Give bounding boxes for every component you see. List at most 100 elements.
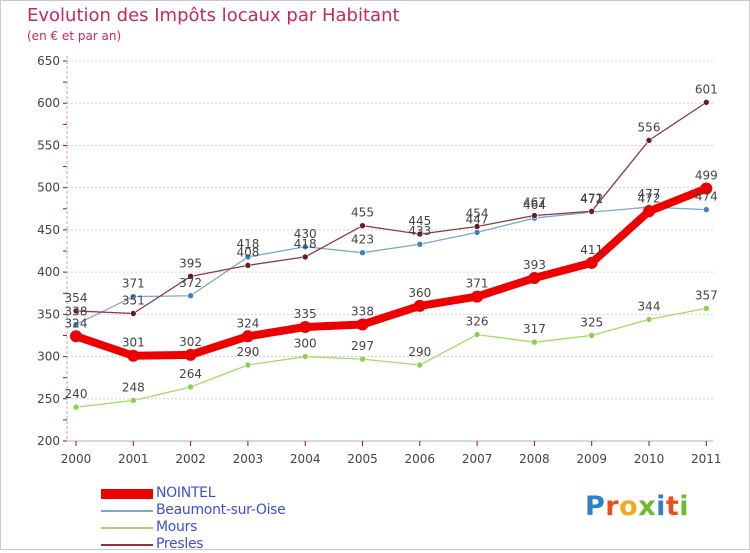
data-label-mours: 325 [580,315,603,329]
data-point-nointel [184,348,197,361]
data-label-mours: 317 [523,322,546,336]
data-label-presles: 351 [122,293,145,307]
legend-label-presles: Presles [156,536,204,552]
legend-item-beaumont: Beaumont-sur-Oise [101,502,361,519]
data-point-nointel [70,330,82,343]
series-line-presles [75,101,707,315]
data-label-presles: 472 [580,191,603,205]
data-point-beaumont-sur-oise [702,206,710,213]
data-point-mours [702,305,710,312]
legend-swatch-mours [101,527,153,529]
data-label-nointel: 324 [65,316,88,330]
data-label-beaumont-sur-oise: 471 [580,192,603,206]
data-point-beaumont-sur-oise [473,229,481,236]
data-point-mours [645,316,653,323]
data-label-presles: 354 [65,291,88,305]
data-label-presles: 395 [179,256,202,270]
data-point-mours [72,403,80,411]
y-tick-label: 250 [37,392,60,406]
data-point-nointel [241,330,254,343]
series-line-mours [75,307,707,408]
data-point-beaumont-sur-oise [301,243,309,251]
data-point-presles [531,212,538,219]
data-point-nointel [643,205,655,218]
data-label-mours: 240 [65,387,88,401]
x-tick-label: 2011 [691,452,722,466]
x-tick-label: 2002 [175,452,206,466]
data-label-mours: 326 [466,315,489,329]
data-label-mours: 248 [122,380,145,394]
data-point-beaumont-sur-oise [130,293,137,300]
data-label-nointel: 301 [122,336,145,350]
data-point-nointel [700,182,713,195]
data-label-nointel: 335 [294,307,317,321]
logo-letter: t [665,491,680,522]
logo-letter: o [619,491,639,522]
data-point-mours [130,397,137,404]
data-point-mours [473,331,481,338]
data-point-mours [187,383,194,391]
data-point-presles [72,307,80,315]
data-point-beaumont-sur-oise [244,253,252,261]
data-point-mours [301,353,309,360]
data-label-beaumont-sur-oise: 433 [408,224,431,238]
legend-swatch-presles [101,544,153,546]
data-label-nointel: 411 [580,243,603,257]
y-tick-label: 200 [37,434,60,448]
data-point-mours [416,361,424,369]
data-label-beaumont-sur-oise: 338 [65,304,88,318]
x-tick-label: 2007 [462,452,493,466]
y-tick-label: 550 [37,138,60,152]
legend-swatch-nointel [101,489,153,499]
legend-item-presles: Presles [101,536,361,553]
data-label-beaumont-sur-oise: 430 [294,227,317,241]
data-point-beaumont-sur-oise [187,292,194,300]
logo-letter: r [605,491,620,522]
data-label-presles: 455 [351,206,374,220]
x-tick-label: 2000 [61,452,92,466]
x-tick-label: 2009 [576,452,607,466]
data-point-presles [588,208,596,215]
data-label-presles: 418 [294,237,317,251]
data-label-beaumont-sur-oise: 447 [466,212,489,226]
x-tick-label: 2001 [118,452,149,466]
data-point-presles [130,310,137,317]
data-point-nointel [528,272,541,285]
logo-letter: i [656,491,666,522]
data-point-nointel [585,256,598,269]
data-label-mours: 264 [179,367,202,381]
data-label-nointel: 302 [179,335,202,349]
data-label-beaumont-sur-oise: 477 [638,187,661,201]
data-point-presles [187,273,194,280]
data-label-beaumont-sur-oise: 423 [351,233,374,247]
data-label-presles: 467 [523,196,546,210]
proxiti-logo: Proxiti [585,491,689,522]
data-label-mours: 300 [294,337,317,351]
data-point-nointel [471,290,484,303]
data-point-presles [416,230,424,238]
data-label-beaumont-sur-oise: 371 [122,277,145,291]
data-label-beaumont-sur-oise: 372 [179,276,202,290]
data-label-nointel: 360 [408,286,431,300]
data-point-beaumont-sur-oise [72,321,80,328]
data-label-mours: 290 [236,345,259,359]
data-label-nointel: 499 [695,169,718,183]
data-label-nointel: 324 [236,316,259,330]
data-point-nointel [127,349,140,362]
data-point-presles [244,262,252,269]
x-tick-label: 2003 [233,452,264,466]
legend-item-nointel: NOINTEL [101,485,361,502]
y-tick-label: 500 [37,181,60,195]
data-label-mours: 344 [638,299,661,313]
data-point-presles [359,222,366,229]
data-label-beaumont-sur-oise: 474 [695,190,718,204]
data-label-nointel: 371 [466,277,489,291]
legend-item-mours: Mours [101,519,361,536]
logo-letter: i [679,491,690,522]
logo-letter: x [638,491,657,522]
data-label-nointel: 338 [351,304,374,318]
y-tick-label: 450 [37,223,60,237]
y-tick-label: 400 [37,265,60,279]
data-point-mours [359,355,366,363]
